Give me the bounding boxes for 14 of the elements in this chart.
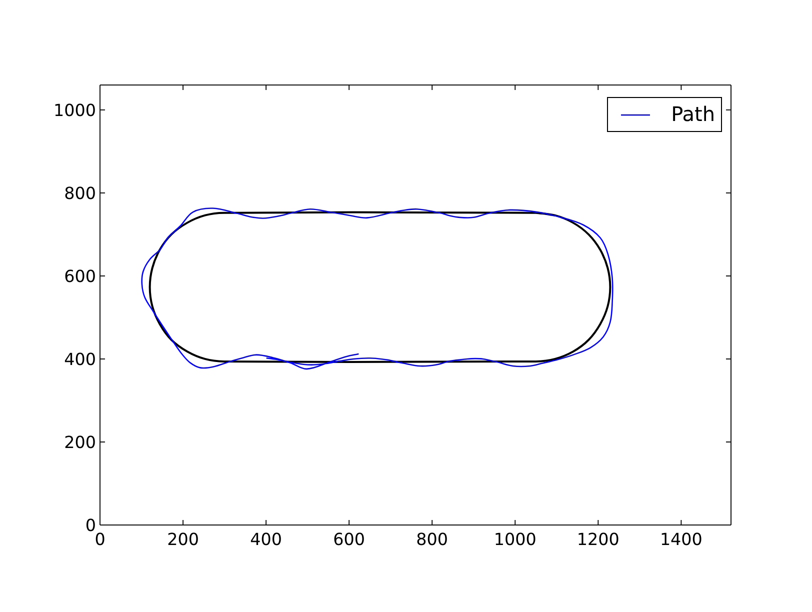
x-tick-label: 1200	[576, 528, 620, 549]
x-tick-label: 600	[333, 528, 366, 549]
y-tick-label: 800	[64, 182, 96, 203]
y-tick-label: 1000	[54, 100, 96, 120]
x-tick-label: 400	[250, 528, 282, 549]
legend-label: Path	[671, 102, 715, 126]
y-tick-label: 400	[64, 348, 96, 369]
y-tick-label: 200	[64, 432, 96, 452]
x-tick-label: 1000	[494, 528, 536, 549]
y-tick-label: 0	[85, 514, 96, 535]
y-tick-label: 600	[64, 266, 96, 286]
x-tick-label: 800	[416, 528, 448, 549]
x-tick-label: 200	[167, 528, 199, 549]
x-tick-label: 1400	[660, 528, 702, 549]
